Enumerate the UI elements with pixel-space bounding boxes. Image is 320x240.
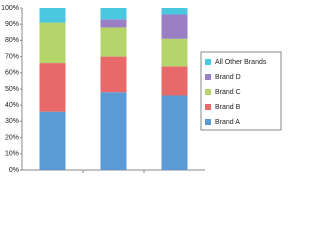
bar-segment [100, 27, 127, 57]
bar-segment [161, 95, 188, 170]
legend-swatch [205, 89, 211, 95]
bar-segment [100, 8, 127, 20]
legend-label: Brand D [215, 74, 241, 81]
bar-segment [100, 19, 127, 28]
legend-swatch [205, 59, 211, 65]
y-tick-label: 0% [9, 167, 19, 174]
legend-swatch [205, 104, 211, 110]
legend-swatch [205, 119, 211, 125]
legend-box [200, 51, 282, 131]
bar-segment [100, 56, 127, 93]
chart: 0% 10% 20% 30% 40% 50% 60% 70% 80% 90% 100% Brand A… [1, 5, 282, 174]
legend-swatch [205, 74, 211, 80]
y-tick-label: 70% [5, 53, 19, 60]
bar-segment [161, 8, 188, 15]
bar-segment [161, 66, 188, 96]
legend-label: Brand B [215, 104, 241, 111]
bar-segment [39, 63, 66, 112]
page: 0% 10% 20% 30% 40% 50% 60% 70% 80% 90% 100% Brand A… [1, 4, 282, 174]
y-tick-label: 80% [5, 37, 19, 44]
bar-segment [39, 22, 66, 64]
legend-label: Brand C [215, 89, 241, 96]
y-tick-label: 100% [1, 5, 19, 12]
y-tick-label: 20% [5, 134, 19, 141]
y-tick-label: 30% [5, 118, 19, 125]
y-tick-label: 90% [5, 21, 19, 28]
bar-segment [161, 14, 188, 39]
bar-segment [39, 8, 66, 23]
bar-segment [100, 92, 127, 170]
y-tick-label: 40% [5, 102, 19, 109]
bar-segment [161, 38, 188, 67]
y-tick-label: 60% [5, 70, 19, 77]
bar-segment [39, 111, 66, 170]
legend-label: Brand A [215, 119, 240, 126]
legend-label: All Other Brands [215, 59, 267, 66]
y-tick-label: 50% [5, 86, 19, 93]
y-tick-label: 10% [5, 151, 19, 158]
